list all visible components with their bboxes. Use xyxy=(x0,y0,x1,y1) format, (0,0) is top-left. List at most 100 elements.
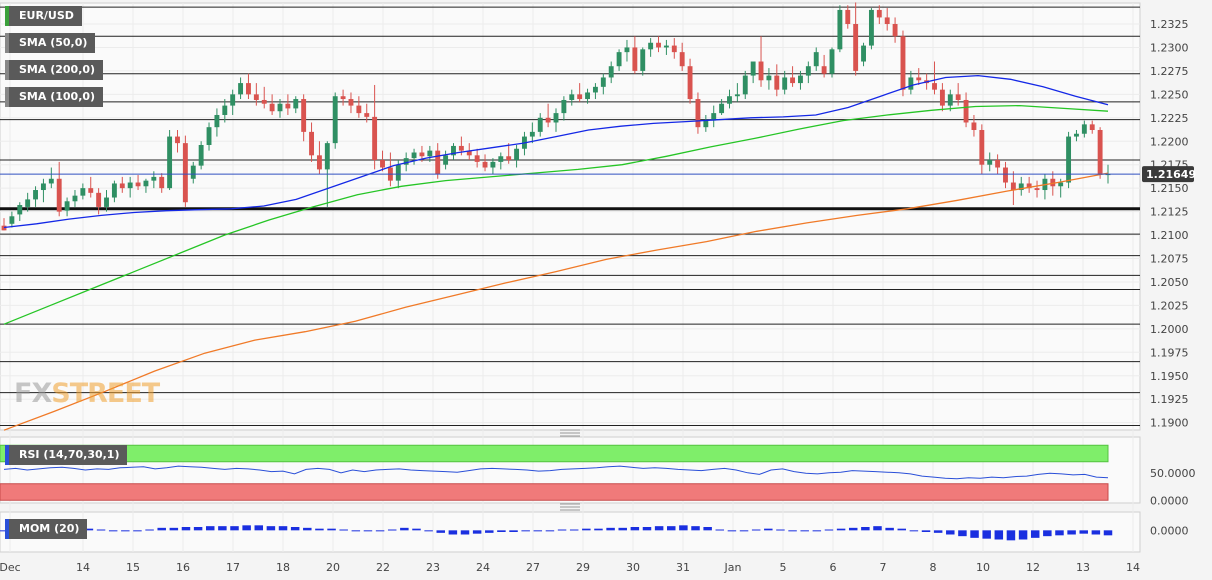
mom-bar xyxy=(994,530,1004,540)
mom-bar xyxy=(812,530,822,532)
rsi-overbought-zone xyxy=(0,444,1109,463)
candle-body xyxy=(695,99,701,128)
candle-body xyxy=(175,136,180,144)
mom-bar xyxy=(375,530,385,532)
mom-bar xyxy=(254,525,264,531)
candle-body xyxy=(892,24,898,37)
candle-body xyxy=(1081,124,1087,134)
mom-bar xyxy=(145,529,154,531)
candle-body xyxy=(80,188,86,196)
price-axis-label: 1.2100 xyxy=(1150,229,1189,242)
fxstreet-logo: FXSTREET xyxy=(14,378,160,409)
x-axis-label: 30 xyxy=(626,561,640,574)
candle-body xyxy=(569,94,575,100)
candle-body xyxy=(356,105,362,114)
candle-body xyxy=(1089,124,1095,130)
candle-body xyxy=(774,75,780,90)
x-axis-label: 5 xyxy=(780,561,787,574)
price-axis-label: 1.1925 xyxy=(1150,393,1189,406)
mom-bar xyxy=(157,527,166,531)
mom-bar xyxy=(266,526,276,531)
candle-body xyxy=(451,145,456,156)
mom-bar xyxy=(509,530,518,532)
candle-body xyxy=(995,160,1001,168)
candle-body xyxy=(932,83,937,90)
legend-sma-100[interactable]: SMA (100,0) xyxy=(5,87,104,107)
legend-mom[interactable]: MOM (20) xyxy=(5,519,88,539)
candle-body xyxy=(971,122,977,130)
mom-bar xyxy=(230,526,239,531)
candle-body xyxy=(1003,167,1008,183)
mom-bar xyxy=(218,526,227,531)
candle-body xyxy=(900,36,906,90)
candle-body xyxy=(829,49,835,74)
candle-body xyxy=(916,77,922,81)
candle-body xyxy=(868,9,874,46)
candle-body xyxy=(419,152,425,157)
mom-bar xyxy=(691,526,700,531)
mom-bar xyxy=(472,530,482,534)
candle-body xyxy=(884,17,890,24)
candle-body xyxy=(230,94,236,106)
mom-bar xyxy=(909,530,919,532)
candle-body xyxy=(380,160,385,168)
mom-bar xyxy=(1018,530,1028,540)
price-axis-label: 1.1900 xyxy=(1150,417,1189,430)
mom-bar xyxy=(1030,530,1040,538)
mom-bar xyxy=(133,530,142,532)
mom-bar xyxy=(1006,530,1016,541)
candle-body xyxy=(1050,178,1056,187)
mom-bar xyxy=(205,526,215,531)
candle-body xyxy=(9,216,15,224)
candle-body xyxy=(734,94,740,97)
candle-body xyxy=(17,205,23,215)
candle-body xyxy=(443,155,449,165)
candle-body xyxy=(238,83,244,95)
candle-body xyxy=(553,113,559,123)
mom-bar xyxy=(315,528,324,531)
mom-bar xyxy=(485,530,494,533)
candle-body xyxy=(222,105,228,115)
mom-bar xyxy=(1055,530,1064,536)
candle-body xyxy=(742,75,748,95)
mom-bar xyxy=(1091,530,1101,535)
candle-body xyxy=(805,66,811,76)
legend-sma-50[interactable]: SMA (50,0) xyxy=(5,33,96,53)
candle-body xyxy=(151,176,157,181)
mom-bar xyxy=(764,528,773,531)
candle-body xyxy=(293,99,299,109)
price-axis-label: 1.2000 xyxy=(1150,323,1189,336)
candle-body xyxy=(269,103,275,112)
legend-rsi[interactable]: RSI (14,70,30,1) xyxy=(5,445,128,465)
candle-body xyxy=(671,45,677,53)
candle-body xyxy=(648,42,654,50)
x-axis-label: 16 xyxy=(176,561,190,574)
candle-body xyxy=(474,155,480,162)
candle-body xyxy=(190,165,196,179)
candle-body xyxy=(979,129,985,165)
candle-body xyxy=(1034,188,1040,191)
candle-body xyxy=(198,145,204,166)
candle-body xyxy=(861,45,866,62)
candle-body xyxy=(403,158,409,165)
mom-bar xyxy=(0,530,9,532)
candle-body xyxy=(750,61,756,76)
candle-body xyxy=(679,52,685,67)
legend-sma-200[interactable]: SMA (200,0) xyxy=(5,60,104,80)
candle-body xyxy=(33,190,38,200)
mom-bar xyxy=(1103,530,1113,536)
mom-axis-label: 0.0000 xyxy=(1150,524,1189,537)
candle-body xyxy=(506,156,512,161)
candle-body xyxy=(309,131,314,156)
candle-body xyxy=(40,183,46,191)
candle-body xyxy=(719,103,725,114)
mom-bar xyxy=(606,527,615,531)
x-axis-label: 17 xyxy=(226,561,240,574)
mom-bar xyxy=(533,530,543,532)
candle-body xyxy=(411,152,417,159)
candle-body xyxy=(301,99,307,132)
mom-bar xyxy=(897,528,907,531)
mom-bar xyxy=(400,527,409,531)
candle-body xyxy=(482,161,488,168)
